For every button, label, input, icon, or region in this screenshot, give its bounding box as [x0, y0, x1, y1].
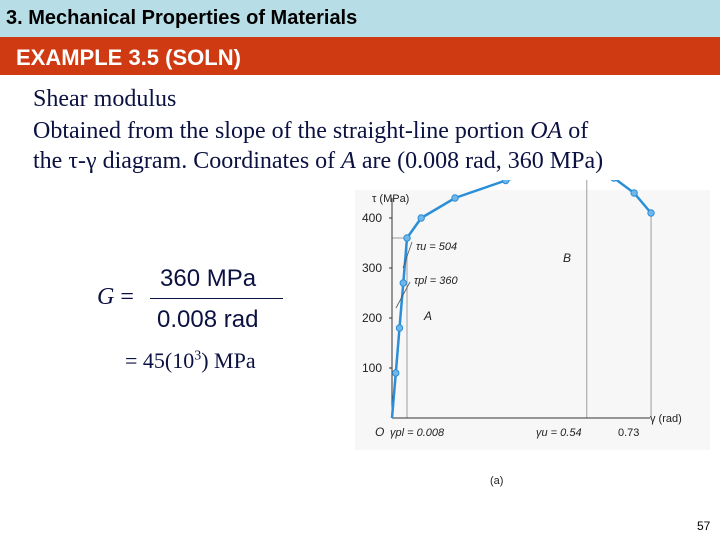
slide-section-title: 3. Mechanical Properties of Materials [6, 7, 358, 29]
x-axis-label: γ (rad) [650, 413, 682, 425]
tau-pl-annotation: τpl = 360 [414, 275, 458, 287]
y-axis-label: τ (MPa) [372, 193, 409, 205]
gamma-pl-annotation: γpl = 0.008 [390, 427, 445, 439]
y-tick-label: 300 [362, 261, 382, 275]
data-point [392, 369, 400, 377]
origin-label: O [375, 425, 384, 439]
data-point [630, 189, 638, 197]
point-a-label: A [423, 309, 432, 323]
header-bar [0, 0, 720, 37]
data-point [399, 279, 407, 287]
y-tick-label: 400 [362, 211, 382, 225]
figure-background [355, 190, 710, 450]
equation-lhs: G = [97, 284, 134, 310]
tau-gamma-diagram: τ (MPa) γ (rad) O 600500400300200100 τu … [355, 180, 710, 487]
data-point [501, 180, 510, 185]
point-b-label: B [563, 251, 571, 265]
y-tick-label: 100 [362, 361, 382, 375]
point-a-ref: A [341, 148, 356, 174]
page-number: 57 [697, 519, 711, 533]
y-tick-label: 200 [362, 311, 382, 325]
data-point [403, 234, 411, 242]
data-point [395, 324, 404, 332]
gamma-u-annotation: γu = 0.54 [536, 427, 582, 439]
example-title: EXAMPLE 3.5 (SOLN) [16, 45, 241, 70]
segment-oa: OA [530, 118, 563, 144]
x-end-annotation: 0.73 [618, 427, 639, 439]
data-point [610, 180, 617, 182]
fraction-numerator: 360 MPa [160, 265, 257, 292]
data-point [647, 209, 655, 217]
data-point [451, 194, 459, 202]
data-markers [392, 180, 655, 377]
figure-guides [392, 180, 652, 418]
equation-result: = 45(103) MPa [125, 348, 256, 373]
body-line-1: Obtained from the slope of the straight-… [33, 118, 589, 144]
tau-u-annotation: τu = 504 [416, 241, 457, 253]
figure-caption: (a) [490, 475, 503, 487]
shear-modulus-heading: Shear modulus [33, 86, 177, 112]
fraction-denominator: 0.008 rad [157, 306, 259, 333]
tau-u-leader [402, 241, 413, 269]
fraction-bar [150, 298, 283, 299]
tau-pl-leader [395, 281, 411, 309]
example-bar [0, 37, 720, 75]
data-point [417, 214, 425, 222]
y-tick-labels: 600500400300200100 [362, 211, 392, 375]
body-line-2: the τ-γ diagram. Coordinates of A are (0… [33, 148, 604, 174]
